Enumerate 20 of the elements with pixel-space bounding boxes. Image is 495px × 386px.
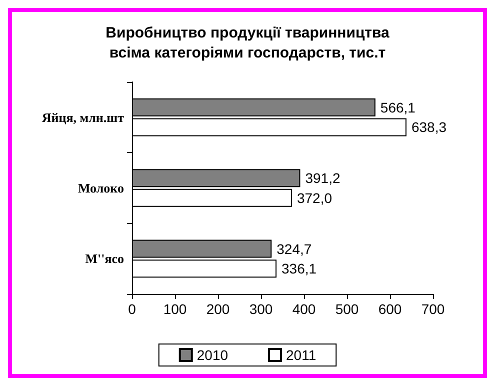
- y-tick-label: М''ясо: [85, 251, 124, 266]
- x-tick-label: 0: [128, 301, 136, 317]
- chart-title: Виробництво продукції тваринництва всіма категоріями господарств, тис.т: [106, 24, 390, 62]
- legend-label: 2010: [196, 347, 228, 363]
- data-label: 566,1: [380, 99, 416, 116]
- x-tick-label: 500: [335, 301, 359, 317]
- data-label: 391,2: [305, 170, 340, 186]
- data-label: 638,3: [411, 119, 447, 136]
- data-label: 336,1: [282, 260, 317, 277]
- y-tick-label: Яйця, млн.шт: [42, 110, 125, 125]
- x-tick-label: 300: [249, 301, 273, 317]
- x-tick-label: 100: [163, 301, 187, 317]
- x-tick-label: 700: [421, 301, 445, 317]
- data-label: 324,7: [276, 240, 312, 257]
- x-tick-label: 400: [292, 301, 316, 317]
- y-tick-label: Молоко: [78, 180, 124, 196]
- legend-label: 2011: [286, 347, 316, 363]
- x-tick-label: 200: [206, 301, 230, 317]
- x-tick-label: 600: [378, 301, 402, 317]
- data-label: 372,0: [296, 190, 332, 206]
